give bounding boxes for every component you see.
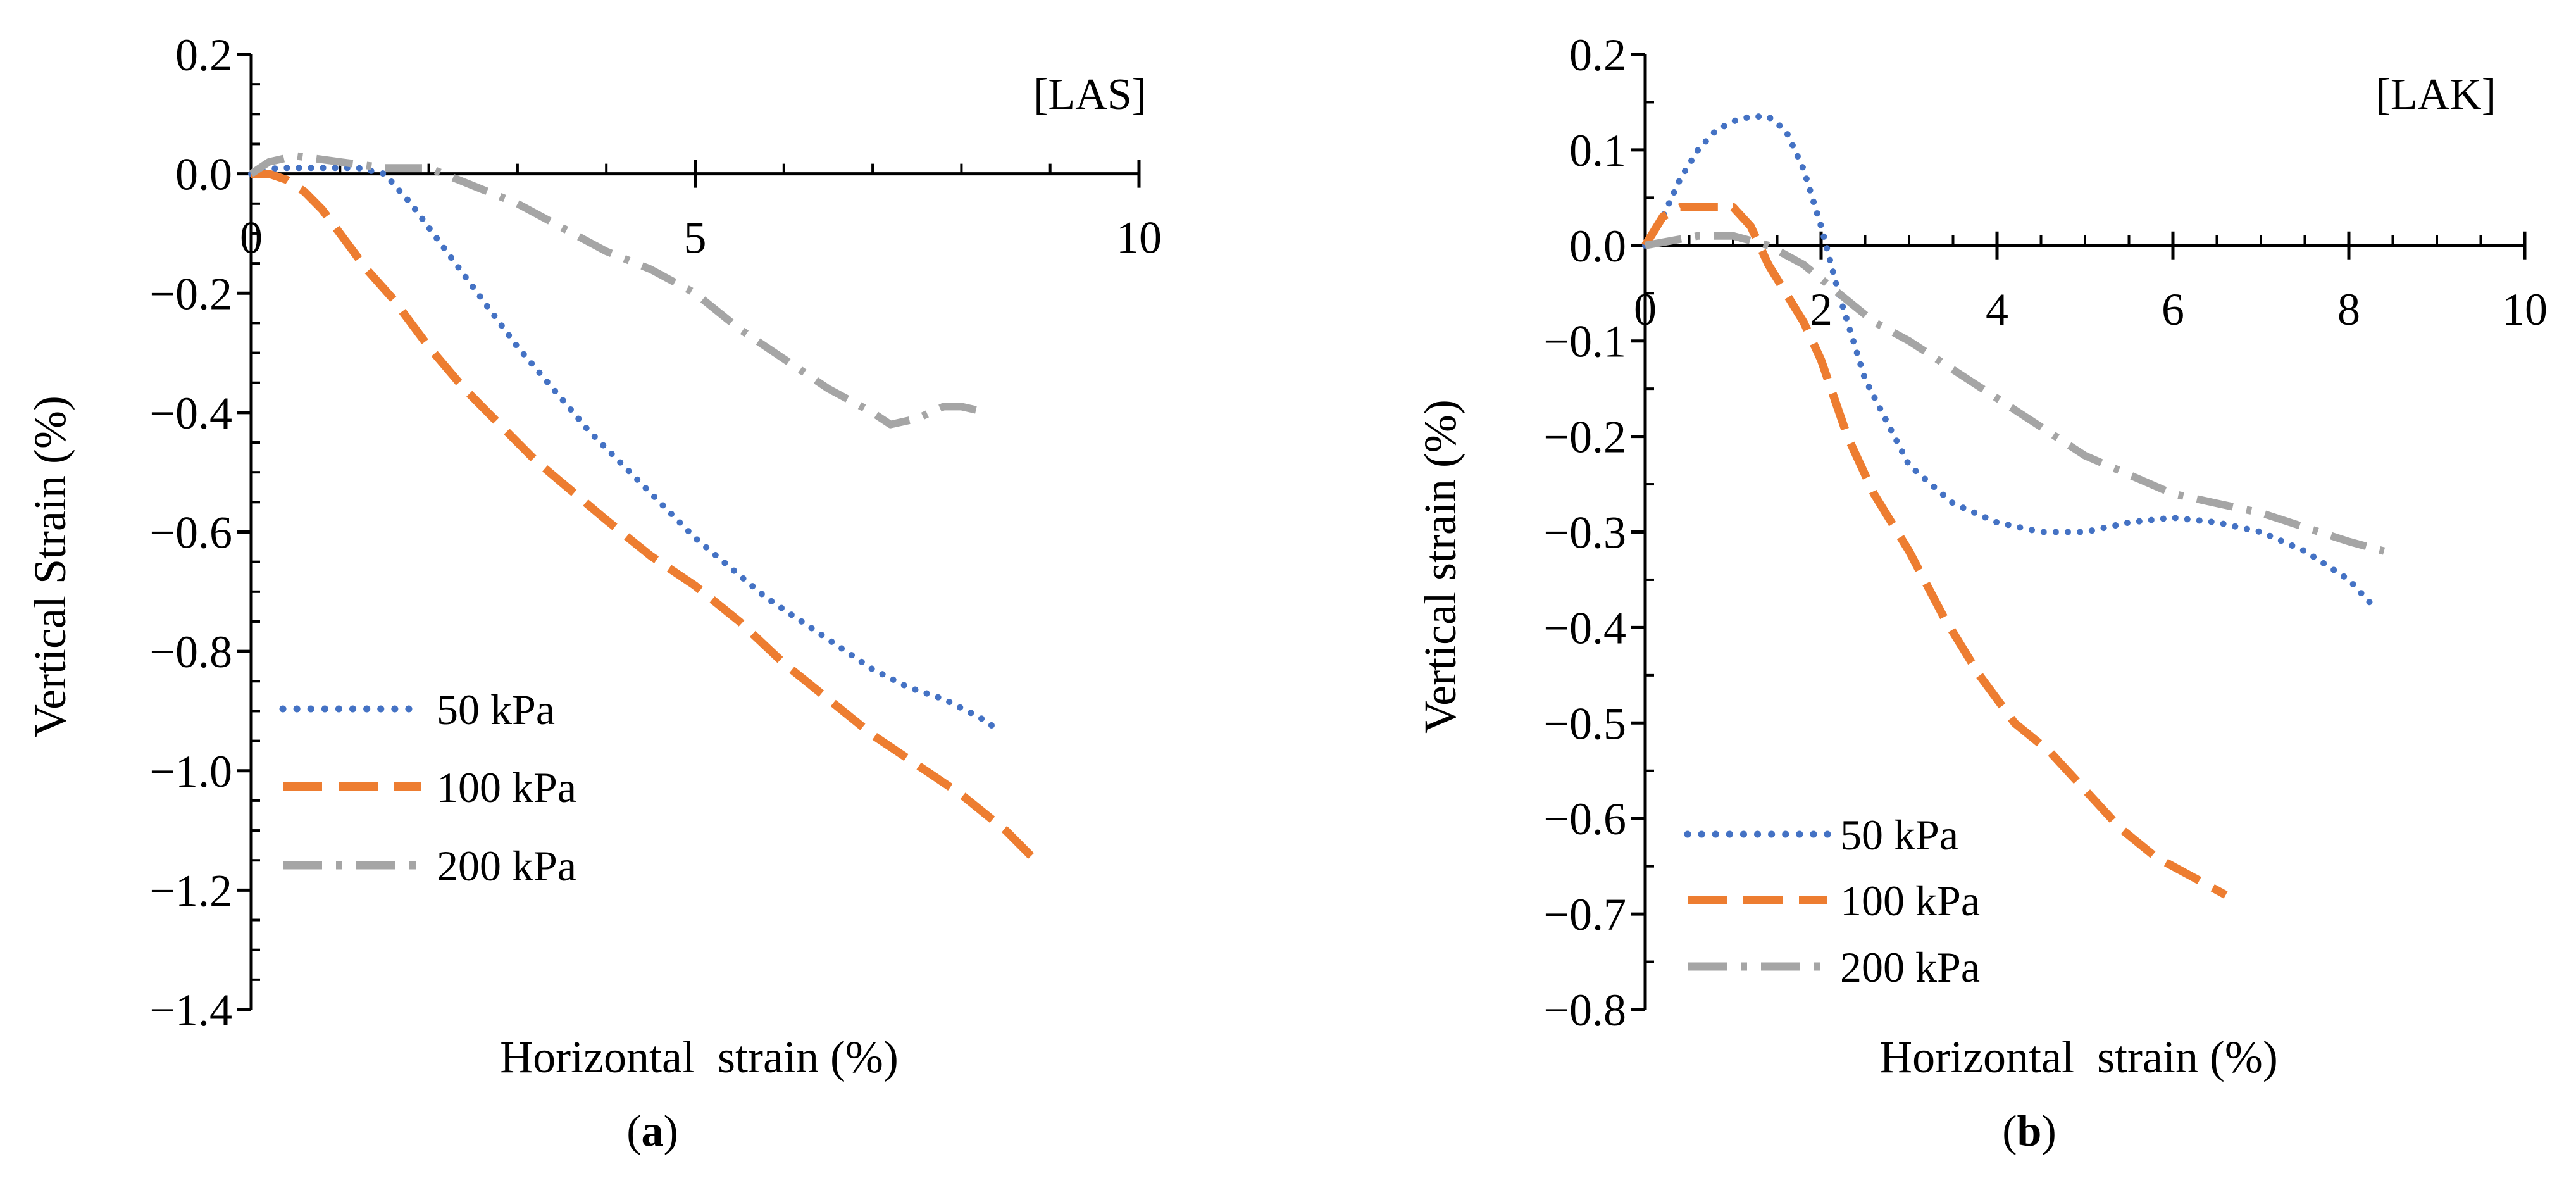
legend-a: 50 kPa 100 kPa 200 kPa — [279, 685, 576, 890]
axis-ticks-a: 0.2 0.0 −0.2 −0.4 −0.6 −0.8 −1.0 −1.2 −1.4 0 5 10 — [149, 30, 1162, 1036]
x-tick-label: 2 — [1810, 284, 1832, 335]
legend-b: 50 kPa 100 kPa 200 kPa — [1684, 811, 1980, 991]
caption-b-letter: b — [2017, 1107, 2042, 1156]
chart-panel-b: 0.2 0.1 0.0 −0.1 −0.2 −0.3 −0.4 −0.5 −0.6 −0.7 −0.… — [1415, 30, 2548, 1156]
legend-label-200kpa-b: 200 kPa — [1840, 943, 1980, 991]
y-axis-title-a: Vertical Strain (%) — [25, 396, 75, 737]
y-tick-label: −0.5 — [1543, 698, 1626, 749]
y-tick-label: −0.2 — [1543, 412, 1626, 463]
y-tick-label: 0.2 — [175, 30, 232, 80]
y-tick-label: −0.7 — [1543, 889, 1626, 940]
chart-panel-a: 0.2 0.0 −0.2 −0.4 −0.6 −0.8 −1.0 −1.2 −1.4 0 5 10 [… — [25, 30, 1162, 1156]
caption-b: (b) — [2002, 1107, 2056, 1156]
y-tick-label: −0.4 — [149, 388, 232, 439]
legend-label-50kpa: 50 kPa — [437, 685, 555, 734]
axis-ticks-b: 0.2 0.1 0.0 −0.1 −0.2 −0.3 −0.4 −0.5 −0.6 −0.7 −0.… — [1543, 30, 2548, 1036]
y-tick-label: −0.8 — [1543, 985, 1626, 1036]
series-group-b — [1641, 113, 2386, 899]
series-group-a — [248, 152, 1045, 870]
y-tick-label: 0.0 — [1569, 221, 1626, 272]
x-tick-label: 0 — [1634, 284, 1657, 335]
y-tick-label: −0.6 — [149, 508, 232, 558]
series-line-200-kpa-b — [1644, 232, 2386, 555]
x-tick-label: 6 — [2162, 284, 2184, 335]
y-tick-label: −1.4 — [149, 985, 232, 1036]
legend-label-200kpa: 200 kPa — [437, 842, 576, 890]
y-tick-label: −0.4 — [1543, 603, 1626, 653]
series-line-50-kpa-b — [1642, 113, 2379, 612]
y-tick-label: −0.2 — [149, 268, 232, 319]
series-line-50-kpa-a — [248, 165, 1000, 732]
legend-label-100kpa: 100 kPa — [437, 763, 576, 811]
x-tick-label: 4 — [1986, 284, 2008, 335]
caption-a-letter: a — [642, 1107, 664, 1156]
y-tick-label: −0.8 — [149, 627, 232, 677]
x-tick-label: 0 — [240, 213, 263, 263]
y-tick-label: −0.6 — [1543, 794, 1626, 844]
legend-label-50kpa-b: 50 kPa — [1840, 811, 1958, 859]
caption-a-close: ) — [664, 1107, 678, 1156]
y-tick-label: 0.1 — [1569, 125, 1626, 176]
chart-tag-a: [LAS] — [1033, 70, 1147, 119]
x-tick-label: 8 — [2337, 284, 2360, 335]
x-tick-label: 5 — [684, 213, 707, 263]
caption-b-open: ( — [2002, 1107, 2017, 1156]
y-tick-label: −0.1 — [1543, 316, 1626, 367]
y-tick-label: −1.0 — [149, 746, 232, 797]
series-line-100-kpa-a — [251, 170, 1045, 870]
y-tick-label: −0.3 — [1543, 508, 1626, 558]
series-line-200-kpa-a — [249, 152, 989, 429]
x-axis-title-b: Horizontal strain (%) — [1879, 1032, 2278, 1082]
y-tick-label: −1.2 — [149, 865, 232, 916]
x-axis-title-a: Horizontal strain (%) — [500, 1032, 899, 1082]
y-axis-title-b: Vertical strain (%) — [1415, 399, 1465, 734]
caption-a: (a) — [626, 1107, 678, 1156]
chart-tag-b: [LAK] — [2376, 70, 2496, 119]
legend-label-100kpa-b: 100 kPa — [1840, 877, 1980, 925]
caption-a-open: ( — [626, 1107, 641, 1156]
y-tick-label: 0.2 — [1569, 30, 1626, 80]
series-line-100-kpa-b — [1641, 203, 2228, 899]
x-tick-label: 10 — [1116, 213, 1162, 263]
caption-b-close: ) — [2041, 1107, 2056, 1156]
y-tick-label: 0.0 — [175, 149, 232, 200]
x-tick-label: 10 — [2502, 284, 2548, 335]
